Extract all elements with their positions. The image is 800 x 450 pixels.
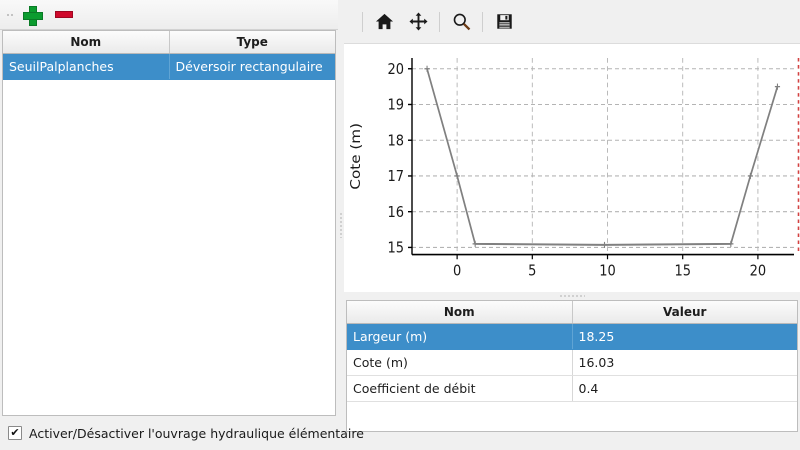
cross-section-plot[interactable]: 15 16 17 18 19 20 0 5 10 15 20 Cote (m) bbox=[344, 44, 800, 292]
table-row[interactable]: Cote (m) 16.03 bbox=[347, 349, 797, 376]
column-header-valeur[interactable]: Valeur bbox=[572, 301, 797, 324]
check-icon: ✔ bbox=[10, 425, 20, 439]
toolbar-drag-handle[interactable] bbox=[4, 4, 12, 26]
add-structure-button[interactable] bbox=[17, 2, 47, 28]
enable-structure-checkbox[interactable]: ✔ bbox=[8, 426, 22, 440]
plot-zoom-button[interactable] bbox=[444, 6, 478, 38]
svg-text:20: 20 bbox=[387, 61, 404, 78]
toolbar-separator bbox=[362, 11, 363, 32]
bottom-padding bbox=[344, 432, 800, 450]
parameters-table[interactable]: Nom Valeur Largeur (m) 18.25 Cote (m) 16… bbox=[346, 300, 798, 432]
plot-canvas[interactable]: 15 16 17 18 19 20 0 5 10 15 20 Cote (m) bbox=[344, 44, 800, 292]
cell-parameter-value[interactable]: 16.03 bbox=[572, 349, 797, 376]
save-icon bbox=[496, 14, 512, 29]
column-header-nom[interactable]: Nom bbox=[3, 31, 170, 54]
table-header-row: Nom Valeur bbox=[347, 301, 797, 324]
toolbar-separator bbox=[439, 11, 440, 32]
svg-text:16: 16 bbox=[387, 204, 404, 221]
zoom-icon bbox=[453, 13, 470, 31]
cell-type[interactable]: Déversoir rectangulaire bbox=[169, 53, 335, 80]
plus-icon bbox=[23, 5, 43, 26]
svg-text:5: 5 bbox=[528, 263, 536, 280]
minus-icon bbox=[55, 11, 73, 18]
svg-text:15: 15 bbox=[674, 263, 691, 280]
enable-structure-row[interactable]: ✔ Activer/Désactiver l'ouvrage hydrauliq… bbox=[0, 416, 364, 450]
move-icon bbox=[408, 12, 428, 31]
structures-table[interactable]: Nom Type SeuilPalplanches Déversoir rect… bbox=[2, 30, 336, 416]
plot-save-button[interactable] bbox=[487, 6, 521, 38]
svg-text:20: 20 bbox=[750, 263, 767, 280]
plot-pan-button[interactable] bbox=[401, 6, 435, 38]
svg-text:15: 15 bbox=[387, 240, 404, 257]
table-row[interactable]: SeuilPalplanches Déversoir rectangulaire bbox=[3, 53, 335, 80]
column-header-nom[interactable]: Nom bbox=[347, 301, 573, 324]
right-panel: 15 16 17 18 19 20 0 5 10 15 20 Cote (m) Nom Valeur … bbox=[344, 0, 800, 450]
home-icon bbox=[375, 13, 393, 30]
column-header-type[interactable]: Type bbox=[169, 31, 335, 54]
svg-text:19: 19 bbox=[387, 97, 404, 114]
svg-text:17: 17 bbox=[387, 168, 404, 185]
plot-home-button[interactable] bbox=[367, 6, 401, 38]
cell-parameter-value[interactable]: 0.4 bbox=[572, 375, 797, 402]
structures-toolbar bbox=[0, 0, 338, 30]
vertical-splitter[interactable] bbox=[338, 0, 344, 450]
splitter-grip-icon bbox=[559, 295, 585, 297]
svg-text:Cote (m): Cote (m) bbox=[349, 123, 364, 190]
cell-parameter-name[interactable]: Largeur (m) bbox=[347, 323, 573, 350]
cell-parameter-name[interactable]: Cote (m) bbox=[347, 349, 573, 376]
table-row[interactable]: Coefficient de débit 0.4 bbox=[347, 375, 797, 402]
splitter-grip-icon bbox=[340, 212, 342, 238]
left-panel: Nom Type SeuilPalplanches Déversoir rect… bbox=[0, 0, 364, 450]
remove-structure-button[interactable] bbox=[49, 2, 79, 28]
svg-text:10: 10 bbox=[599, 263, 616, 280]
cell-parameter-name[interactable]: Coefficient de débit bbox=[347, 375, 573, 402]
svg-text:0: 0 bbox=[453, 263, 461, 280]
horizontal-splitter[interactable] bbox=[344, 292, 800, 300]
svg-text:18: 18 bbox=[387, 133, 404, 150]
cell-parameter-value[interactable]: 18.25 bbox=[572, 323, 797, 350]
plot-navigation-toolbar bbox=[344, 0, 800, 44]
table-header-row: Nom Type bbox=[3, 31, 335, 54]
toolbar-separator bbox=[482, 11, 483, 32]
cell-nom[interactable]: SeuilPalplanches bbox=[3, 53, 170, 80]
table-row[interactable]: Largeur (m) 18.25 bbox=[347, 323, 797, 350]
enable-structure-label: Activer/Désactiver l'ouvrage hydraulique… bbox=[29, 425, 364, 441]
